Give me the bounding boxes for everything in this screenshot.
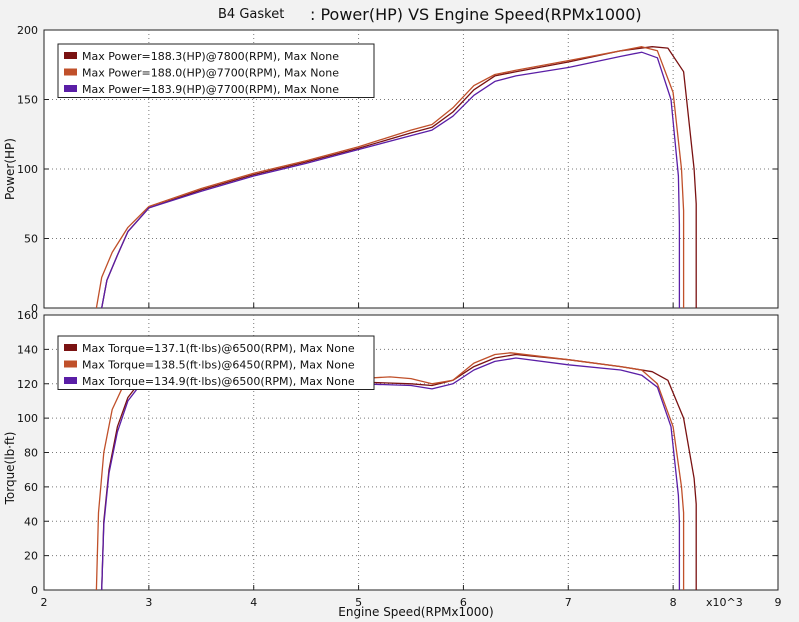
- legend-swatch: [64, 377, 77, 384]
- legend-swatch: [64, 85, 77, 92]
- series-line: [101, 353, 697, 591]
- chart-title: : Power(HP) VS Engine Speed(RPMx1000): [310, 5, 642, 24]
- series-line: [101, 51, 681, 309]
- x-tick-label: 5: [355, 596, 362, 609]
- y-tick-label: 160: [17, 309, 38, 322]
- legend-entry: Max Power=188.3(HP)@7800(RPM), Max None: [82, 50, 339, 63]
- y-tick-label: 150: [17, 94, 38, 107]
- legend-swatch: [64, 68, 77, 76]
- x-axis-multiplier: x10^3: [706, 596, 743, 609]
- y-tick-label: 120: [17, 378, 38, 391]
- y-tick-label: 40: [24, 515, 38, 528]
- legend-box: [57, 43, 375, 98]
- y-tick-label: 80: [24, 447, 38, 460]
- series-line: [95, 46, 685, 309]
- x-tick-label: 8: [670, 596, 677, 609]
- x-tick-label: 7: [565, 596, 572, 609]
- x-tick-label: 4: [250, 596, 257, 609]
- power-legend: Max Power=188.3(HP)@7800(RPM), Max None M…: [57, 43, 375, 98]
- torque-y-axis-label: Torque(lb·ft): [3, 432, 17, 506]
- power-panel: 0 50 100 150 200 Power(HP) Max Power=188.3(H…: [3, 24, 779, 315]
- y-tick-label: 0: [31, 584, 38, 597]
- y-tick-label: 100: [17, 163, 38, 176]
- y-tick-label: 100: [17, 412, 38, 425]
- legend-box: [57, 335, 375, 390]
- torque-legend: Max Torque=137.1(ft·lbs)@6500(RPM), Max …: [57, 335, 375, 390]
- legend-entry: Max Torque=138.5(ft·lbs)@6450(RPM), Max …: [82, 359, 355, 372]
- legend-entry: Max Torque=137.1(ft·lbs)@6500(RPM), Max …: [82, 342, 355, 355]
- series-line: [101, 357, 681, 591]
- y-tick-label: 200: [17, 24, 38, 37]
- legend-swatch: [64, 52, 77, 59]
- power-y-ticks: 0 50 100 150 200: [17, 24, 778, 315]
- y-tick-label: 0: [31, 302, 38, 315]
- y-tick-label: 50: [24, 233, 38, 246]
- x-tick-label: 9: [775, 596, 782, 609]
- legend-swatch: [64, 360, 77, 368]
- x-tick-label: 2: [41, 596, 48, 609]
- y-tick-label: 20: [24, 550, 38, 563]
- x-axis-label: Engine Speed(RPMx1000): [338, 605, 494, 619]
- legend-entry: Max Power=183.9(HP)@7700(RPM), Max None: [82, 83, 339, 96]
- legend-swatch: [64, 344, 77, 351]
- run-label: B4 Gasket: [218, 7, 285, 22]
- title-bar: B4 Gasket : Power(HP) VS Engine Speed(RP…: [0, 0, 799, 30]
- legend-entry: Max Power=188.0(HP)@7700(RPM), Max None: [82, 67, 339, 80]
- x-tick-label: 6: [460, 596, 467, 609]
- torque-panel: 0 20 40 60 80 100 120 140 160 Torque(lb·ft) Max …: [3, 309, 779, 597]
- y-tick-label: 60: [24, 481, 38, 494]
- y-tick-label: 140: [17, 343, 38, 356]
- x-axis-ticks: 2 3 4 5 6 7 8 9: [41, 303, 782, 609]
- torque-y-ticks: 0 20 40 60 80 100 120 140 160: [17, 309, 778, 597]
- legend-entry: Max Torque=134.9(ft·lbs)@6500(RPM), Max …: [82, 375, 355, 388]
- power-y-axis-label: Power(HP): [3, 138, 17, 200]
- x-tick-label: 3: [145, 596, 152, 609]
- power-series: [95, 46, 697, 309]
